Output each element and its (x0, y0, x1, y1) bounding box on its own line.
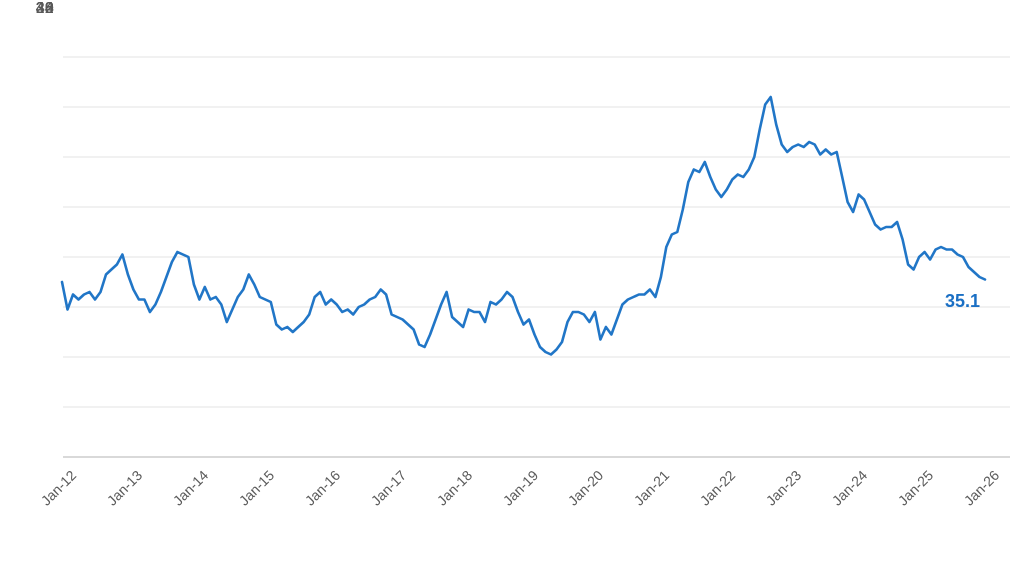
y-axis-tick-label: 28 (35, 0, 54, 17)
last-value-label: 35.1 (945, 291, 981, 311)
y-axis-tick-label: 34 (35, 0, 54, 17)
gridlines (63, 56, 1010, 458)
y-axis-tick-label: 38 (35, 0, 54, 17)
y-axis-tick-label: 30 (35, 0, 54, 17)
y-axis-tick-label: 40 (35, 0, 54, 17)
series-line (60, 95, 987, 356)
y-axis-tick-label: 36 (35, 0, 54, 17)
y-axis-tick-label: 44 (35, 0, 54, 17)
y-axis-tick-label: 42 (35, 0, 54, 17)
y-axis-tick-label: 32 (35, 0, 54, 17)
